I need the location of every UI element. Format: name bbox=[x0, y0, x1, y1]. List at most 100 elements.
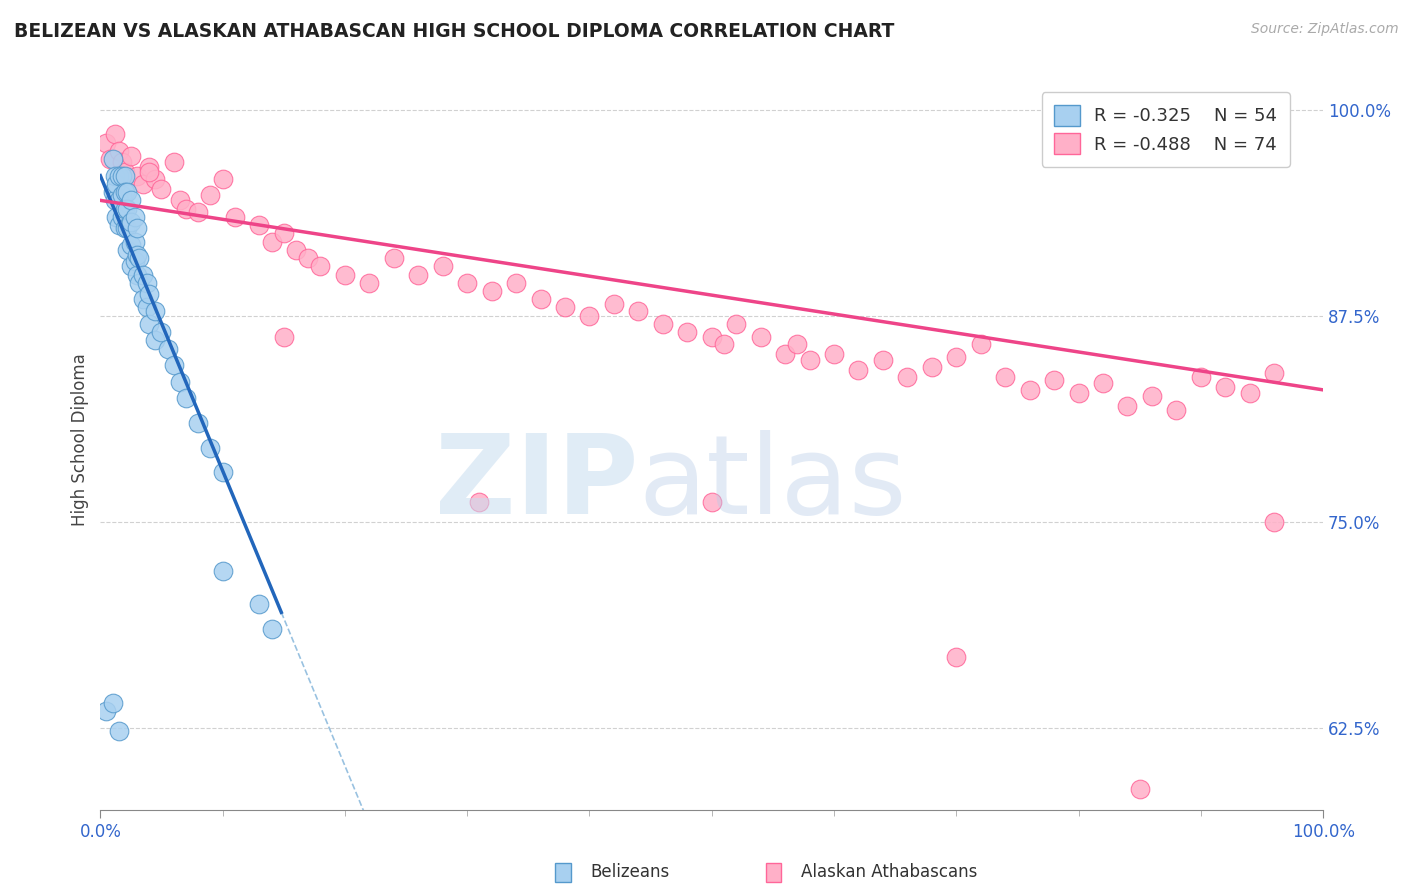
Point bbox=[125, 268, 148, 282]
Point bbox=[468, 495, 491, 509]
Point bbox=[96, 704, 118, 718]
Point bbox=[554, 301, 576, 315]
Point bbox=[135, 301, 157, 315]
Point bbox=[117, 185, 139, 199]
Point bbox=[247, 218, 270, 232]
Point bbox=[432, 260, 454, 274]
Point bbox=[273, 330, 295, 344]
Point bbox=[700, 330, 723, 344]
Point bbox=[1018, 383, 1040, 397]
Point bbox=[260, 622, 283, 636]
Point bbox=[114, 169, 136, 183]
Point bbox=[114, 185, 136, 199]
Point bbox=[120, 194, 142, 208]
Point bbox=[101, 152, 124, 166]
Point bbox=[163, 358, 186, 372]
Point bbox=[994, 369, 1017, 384]
Point bbox=[107, 218, 129, 232]
Point bbox=[111, 169, 134, 183]
Point bbox=[120, 149, 142, 163]
Point bbox=[200, 188, 222, 202]
Point bbox=[145, 334, 167, 348]
Point bbox=[138, 317, 160, 331]
Point bbox=[382, 251, 405, 265]
Point bbox=[169, 194, 191, 208]
Point bbox=[713, 336, 735, 351]
Point bbox=[145, 303, 167, 318]
Point bbox=[297, 251, 319, 265]
Point bbox=[125, 248, 148, 262]
Point bbox=[138, 287, 160, 301]
Point bbox=[921, 359, 943, 374]
Point bbox=[114, 202, 136, 216]
Point bbox=[211, 465, 233, 479]
Point bbox=[125, 221, 148, 235]
Point bbox=[120, 238, 142, 252]
Text: Source: ZipAtlas.com: Source: ZipAtlas.com bbox=[1251, 22, 1399, 37]
Point bbox=[104, 169, 127, 183]
Point bbox=[603, 297, 626, 311]
Point bbox=[799, 353, 821, 368]
Point bbox=[101, 696, 124, 710]
Text: atlas: atlas bbox=[638, 430, 907, 537]
Point bbox=[505, 276, 527, 290]
Point bbox=[651, 317, 673, 331]
Point bbox=[150, 182, 173, 196]
Point bbox=[111, 155, 134, 169]
Point bbox=[107, 144, 129, 158]
Text: BELIZEAN VS ALASKAN ATHABASCAN HIGH SCHOOL DIPLOMA CORRELATION CHART: BELIZEAN VS ALASKAN ATHABASCAN HIGH SCHO… bbox=[14, 22, 894, 41]
Point bbox=[211, 172, 233, 186]
Point bbox=[174, 391, 197, 405]
Point bbox=[872, 353, 894, 368]
Point bbox=[114, 165, 136, 179]
Point bbox=[945, 350, 967, 364]
Point bbox=[456, 276, 478, 290]
Point bbox=[786, 336, 808, 351]
Point bbox=[309, 260, 332, 274]
Point bbox=[970, 336, 993, 351]
Point bbox=[120, 215, 142, 229]
Point bbox=[105, 210, 128, 224]
Point bbox=[124, 210, 146, 224]
Point bbox=[96, 136, 118, 150]
Point bbox=[1092, 376, 1115, 391]
Point bbox=[676, 325, 699, 339]
Point bbox=[627, 303, 650, 318]
Text: ZIP: ZIP bbox=[434, 430, 638, 537]
Point bbox=[1129, 781, 1152, 796]
Point bbox=[247, 597, 270, 611]
Point bbox=[120, 260, 142, 274]
Point bbox=[111, 210, 134, 224]
Point bbox=[529, 292, 551, 306]
Point bbox=[1189, 369, 1212, 384]
Point bbox=[132, 292, 155, 306]
Point bbox=[132, 268, 155, 282]
Point bbox=[1116, 400, 1139, 414]
Point bbox=[896, 369, 918, 384]
Point bbox=[285, 243, 308, 257]
Point bbox=[1239, 386, 1261, 401]
Text: Alaskan Athabascans: Alaskan Athabascans bbox=[801, 863, 977, 881]
Point bbox=[773, 346, 796, 360]
Legend: R = -0.325    N = 54, R = -0.488    N = 74: R = -0.325 N = 54, R = -0.488 N = 74 bbox=[1042, 93, 1289, 167]
Point bbox=[700, 495, 723, 509]
Point bbox=[124, 235, 146, 249]
Point bbox=[260, 235, 283, 249]
Point bbox=[117, 221, 139, 235]
Text: Belizeans: Belizeans bbox=[591, 863, 669, 881]
Point bbox=[128, 251, 150, 265]
Point bbox=[1067, 386, 1090, 401]
Point bbox=[101, 185, 124, 199]
Point bbox=[848, 363, 870, 377]
Y-axis label: High School Diploma: High School Diploma bbox=[72, 353, 89, 525]
Point bbox=[224, 210, 246, 224]
Point bbox=[150, 325, 173, 339]
Point bbox=[125, 169, 148, 183]
Point bbox=[333, 268, 356, 282]
Point bbox=[359, 276, 381, 290]
Point bbox=[117, 202, 139, 216]
Point bbox=[138, 161, 160, 175]
Point bbox=[211, 564, 233, 578]
Point bbox=[273, 227, 295, 241]
Point bbox=[187, 205, 209, 219]
